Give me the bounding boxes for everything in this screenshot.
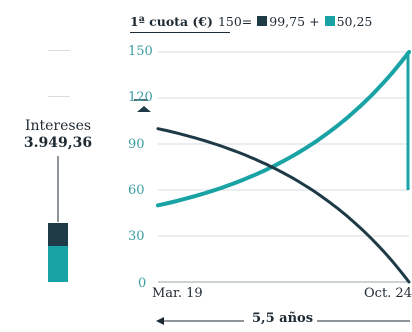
side-bar-interest: [48, 223, 68, 246]
ytick-label-150: 150: [128, 44, 153, 59]
ytick-label-0: 0: [138, 276, 147, 291]
interest-label: Intereses: [24, 118, 92, 134]
interest-value: 3.949,36: [23, 135, 93, 151]
ytick-label-30: 30: [128, 229, 145, 244]
legend-series-2: 50,25: [336, 13, 373, 29]
start-marker-arrow: [137, 106, 151, 112]
legend-plus: +: [309, 13, 320, 29]
xtick-label-end: Oct. 24: [364, 286, 412, 301]
period-label: 5,5 años: [248, 311, 318, 326]
legend-total-value: 150: [217, 13, 242, 29]
legend-total: 150=: [217, 13, 253, 29]
side-dash-mid: [48, 96, 70, 97]
ytick-label-60: 60: [128, 183, 145, 198]
chart-legend: 1ª cuota (€) 150= 99,75 + 50,25: [130, 10, 372, 32]
legend-title: 1ª cuota (€): [130, 13, 213, 29]
legend-series-1: 99,75: [269, 13, 306, 29]
period-arrow-left: [156, 317, 164, 325]
side-bar-capital: [48, 246, 68, 282]
series-line-teal: [156, 50, 411, 208]
ytick-label-90: 90: [128, 137, 145, 152]
legend-swatch-dark: [257, 16, 268, 26]
xtick-label-start: Mar. 19: [152, 286, 203, 301]
side-dash-top: [48, 50, 70, 51]
legend-underline: [130, 32, 230, 33]
legend-swatch-teal: [324, 16, 335, 26]
series-line-dark: [156, 127, 411, 284]
ytick-label-120: 120: [128, 90, 153, 105]
